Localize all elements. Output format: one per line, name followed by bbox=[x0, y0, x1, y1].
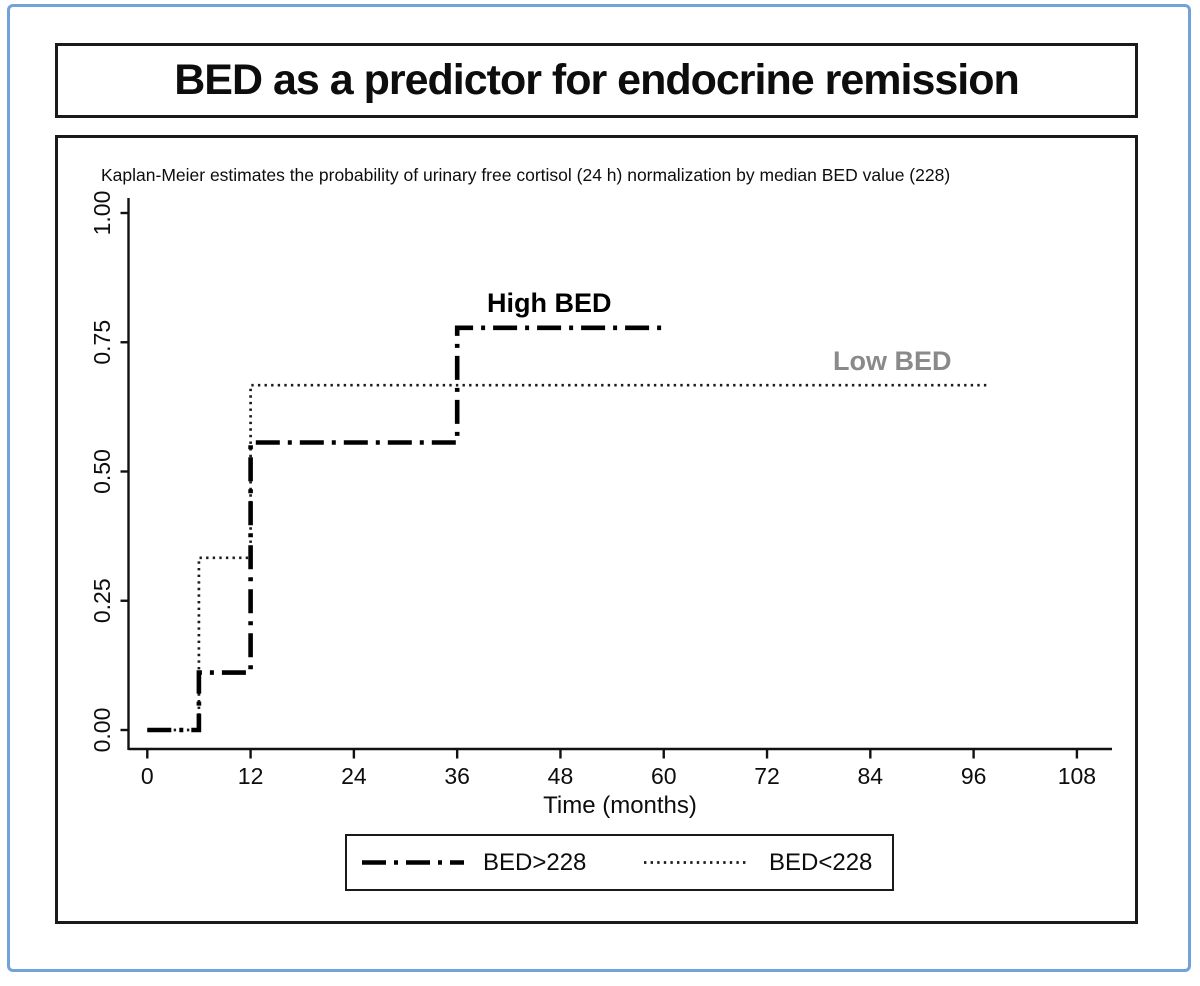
x-axis-title: Time (months) bbox=[543, 792, 697, 819]
high-bed-annotation: High BED bbox=[487, 288, 612, 318]
low-bed-curve bbox=[147, 383, 987, 732]
high-bed-curve bbox=[147, 325, 664, 733]
title-box: BED as a predictor for endocrine remissi… bbox=[55, 43, 1138, 118]
legend-label-low: BED<228 bbox=[769, 848, 873, 876]
low-bed-annotation: Low BED bbox=[833, 346, 952, 376]
x-tick-label: 108 bbox=[1058, 763, 1096, 789]
y-tick-label: 0.00 bbox=[89, 708, 115, 753]
chart-subtitle: Kaplan-Meier estimates the probability o… bbox=[101, 165, 951, 185]
low-bed-legend-sample bbox=[644, 861, 746, 864]
x-tick-label: 12 bbox=[238, 763, 264, 789]
page-title: BED as a predictor for endocrine remissi… bbox=[174, 56, 1020, 104]
x-tick-label: 24 bbox=[341, 763, 367, 789]
legend: BED>228 BED<228 bbox=[345, 834, 894, 891]
x-tick-label: 84 bbox=[858, 763, 884, 789]
x-tick-label: 72 bbox=[754, 763, 780, 789]
y-tick-label: 1.00 bbox=[89, 191, 115, 236]
high-bed-legend-sample bbox=[362, 860, 464, 865]
x-tick-label: 0 bbox=[141, 763, 154, 789]
x-tick-label: 96 bbox=[961, 763, 987, 789]
y-tick-label: 0.25 bbox=[89, 578, 115, 623]
y-ticks-group: 0.00 0.25 0.50 0.75 1.00 bbox=[89, 191, 129, 753]
x-tick-label: 60 bbox=[651, 763, 677, 789]
x-tick-label: 48 bbox=[548, 763, 574, 789]
y-tick-label: 0.50 bbox=[89, 449, 115, 494]
x-ticks-group: 0 12 24 36 48 60 72 84 96 108 bbox=[141, 749, 1096, 789]
legend-label-high: BED>228 bbox=[483, 848, 587, 876]
chart-frame bbox=[55, 135, 1138, 924]
y-tick-label: 0.75 bbox=[89, 320, 115, 365]
x-tick-label: 36 bbox=[444, 763, 470, 789]
